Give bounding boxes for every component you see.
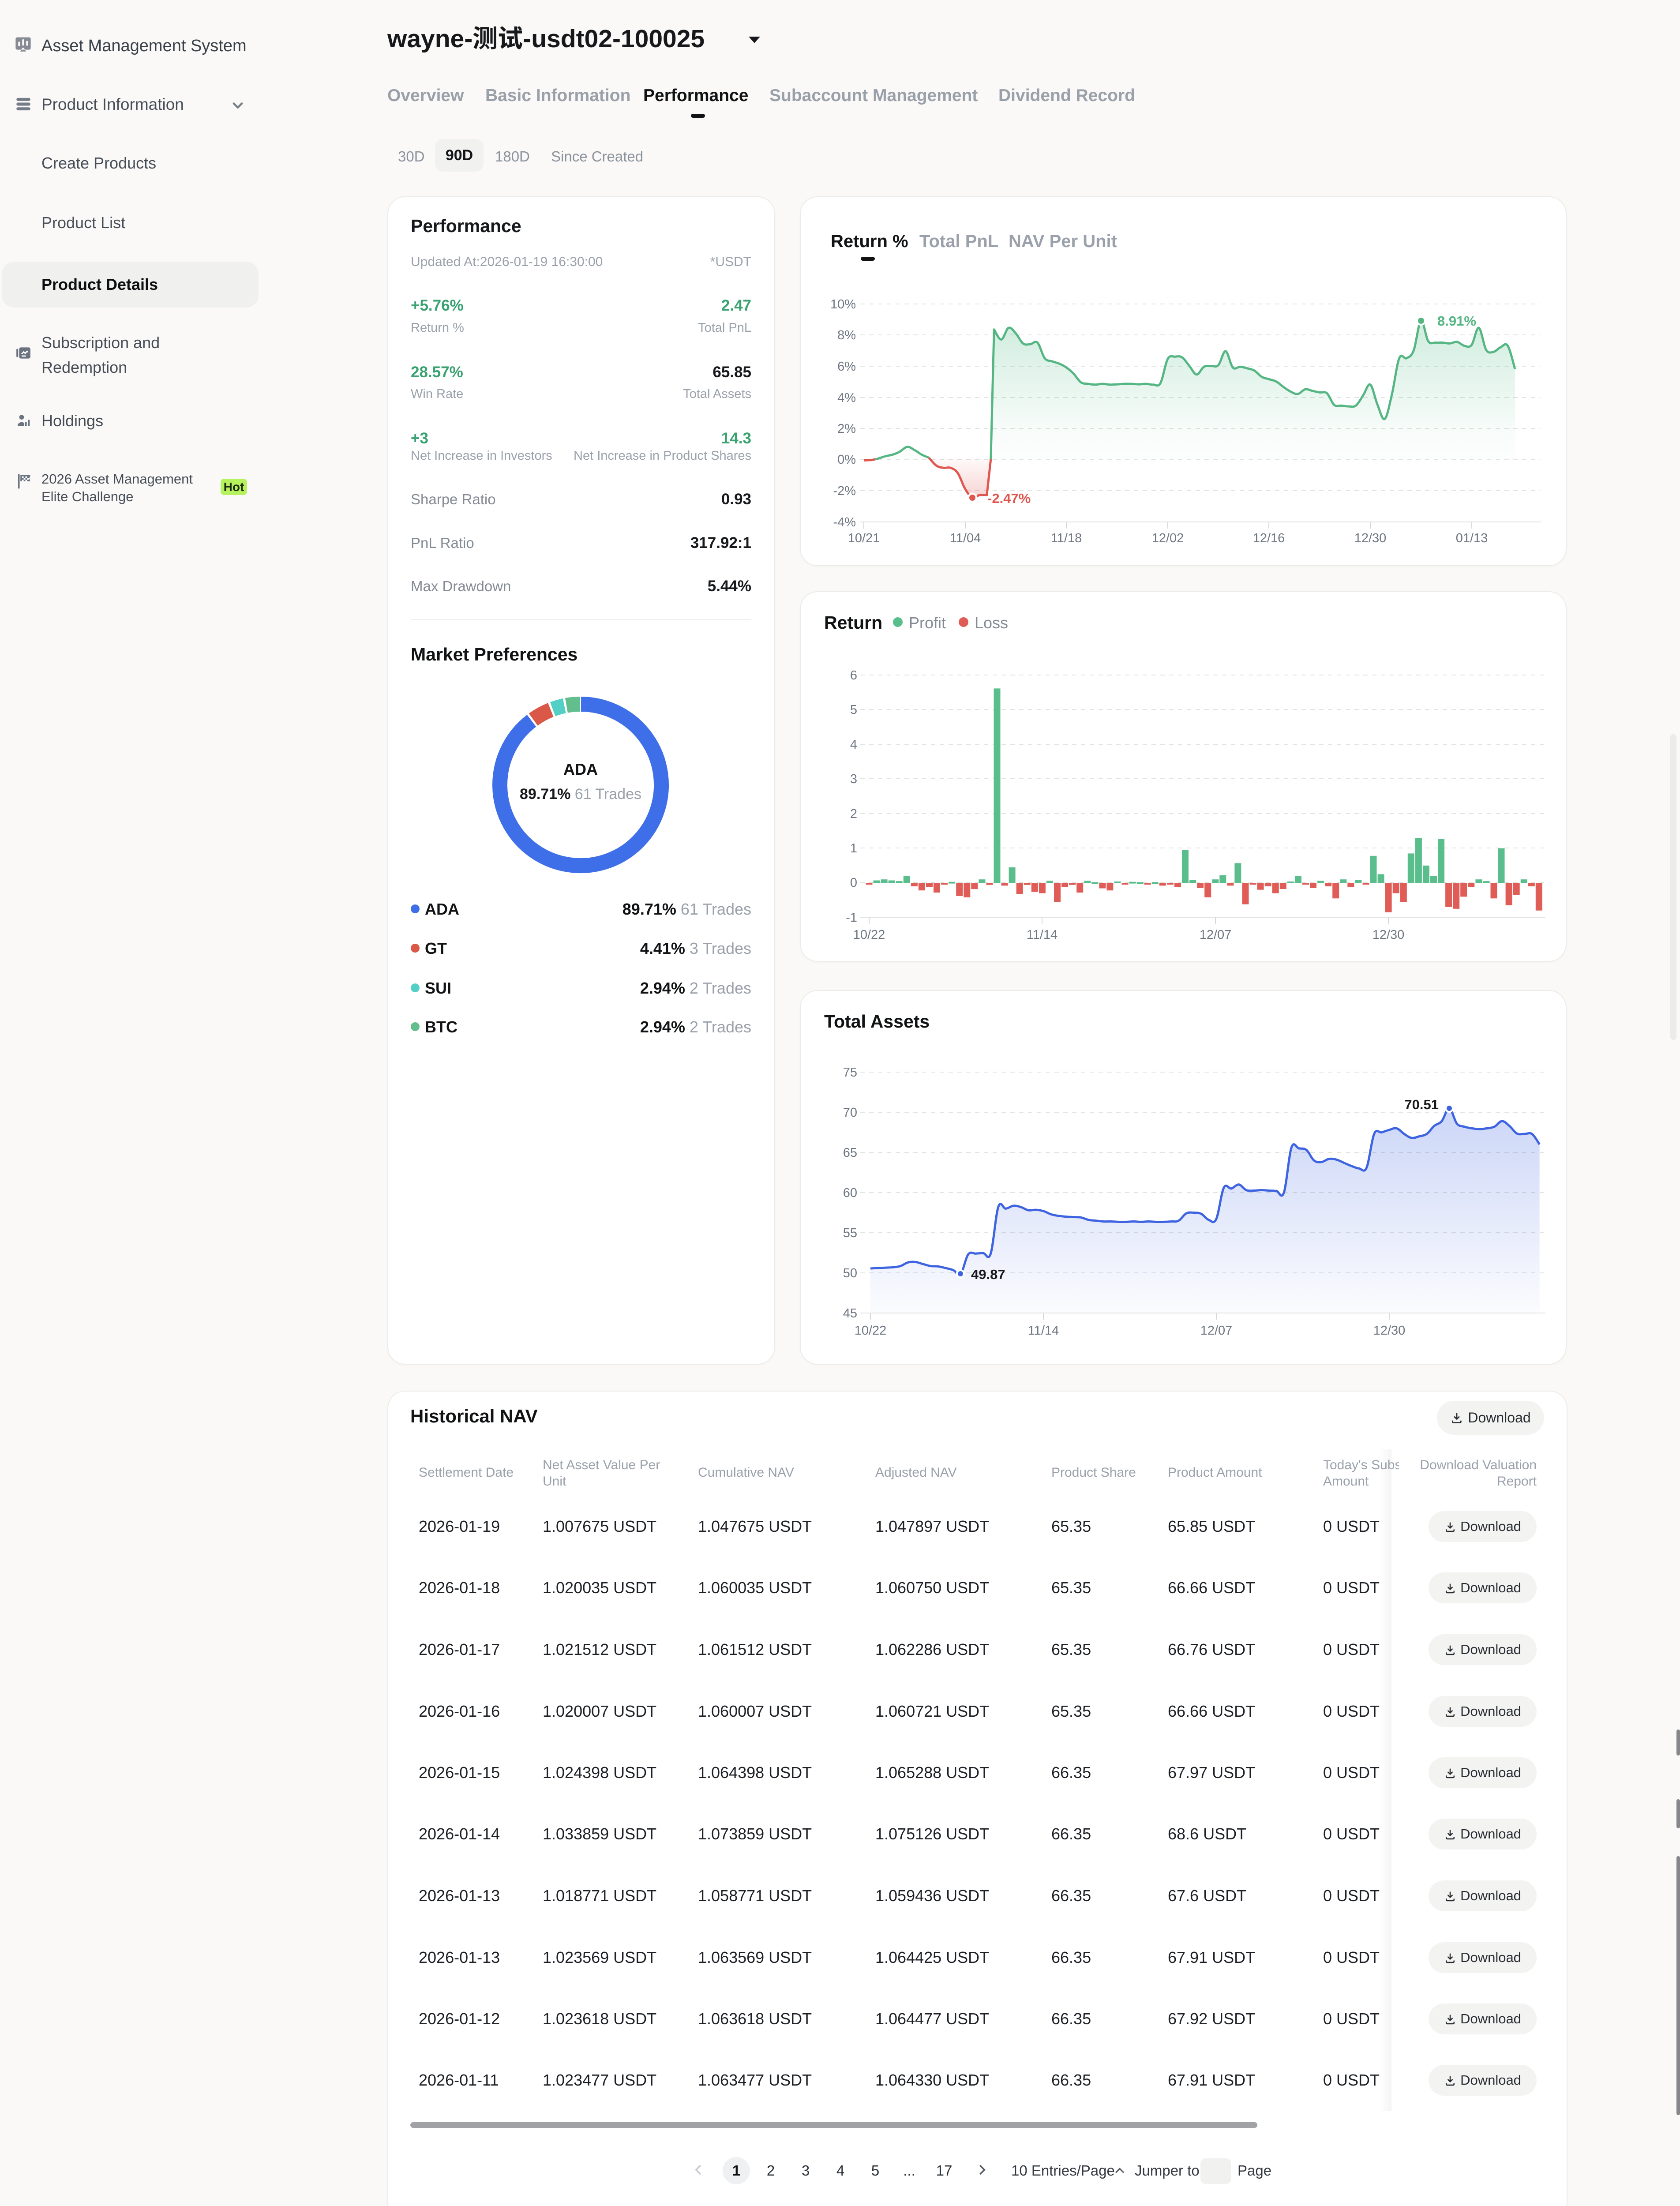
svg-text:10/21: 10/21	[848, 531, 880, 545]
svg-text:11/18: 11/18	[1051, 531, 1082, 545]
svg-text:-4%: -4%	[833, 515, 856, 529]
svg-text:8%: 8%	[837, 328, 856, 342]
svg-text:1: 1	[850, 841, 857, 855]
svg-text:3: 3	[850, 772, 857, 786]
svg-text:12/16: 12/16	[1253, 531, 1285, 545]
svg-text:45: 45	[843, 1306, 857, 1321]
svg-text:10%: 10%	[830, 297, 856, 311]
svg-text:6%: 6%	[837, 360, 856, 374]
svg-text:0: 0	[850, 876, 857, 890]
svg-text:8.91%: 8.91%	[1437, 313, 1476, 329]
svg-text:10/22: 10/22	[853, 928, 885, 942]
svg-text:10/22: 10/22	[855, 1324, 887, 1338]
svg-text:75: 75	[843, 1065, 857, 1080]
svg-text:55: 55	[843, 1226, 857, 1240]
svg-text:60: 60	[843, 1186, 857, 1200]
svg-text:11/04: 11/04	[950, 531, 981, 545]
svg-text:11/14: 11/14	[1027, 928, 1058, 942]
svg-text:-2%: -2%	[833, 484, 856, 498]
svg-text:0%: 0%	[837, 453, 856, 467]
svg-text:70: 70	[843, 1106, 857, 1120]
svg-text:12/02: 12/02	[1152, 531, 1184, 545]
svg-text:5: 5	[850, 703, 857, 717]
svg-text:12/30: 12/30	[1354, 531, 1387, 545]
svg-text:2%: 2%	[837, 422, 856, 436]
svg-text:01/13: 01/13	[1456, 531, 1488, 545]
svg-text:4%: 4%	[837, 391, 856, 405]
svg-text:65: 65	[843, 1146, 857, 1160]
svg-text:-1: -1	[846, 911, 857, 925]
svg-text:70.51: 70.51	[1404, 1097, 1439, 1112]
svg-text:4: 4	[850, 738, 857, 752]
svg-text:12/07: 12/07	[1200, 1324, 1233, 1338]
svg-text:2: 2	[850, 807, 857, 821]
svg-text:12/07: 12/07	[1200, 928, 1232, 942]
svg-text:12/30: 12/30	[1373, 1324, 1406, 1338]
svg-text:11/14: 11/14	[1028, 1324, 1059, 1338]
svg-text:50: 50	[843, 1266, 857, 1280]
svg-text:6: 6	[850, 668, 857, 683]
svg-text:49.87: 49.87	[971, 1267, 1005, 1282]
svg-text:-2.47%: -2.47%	[987, 491, 1031, 506]
svg-text:12/30: 12/30	[1372, 928, 1405, 942]
